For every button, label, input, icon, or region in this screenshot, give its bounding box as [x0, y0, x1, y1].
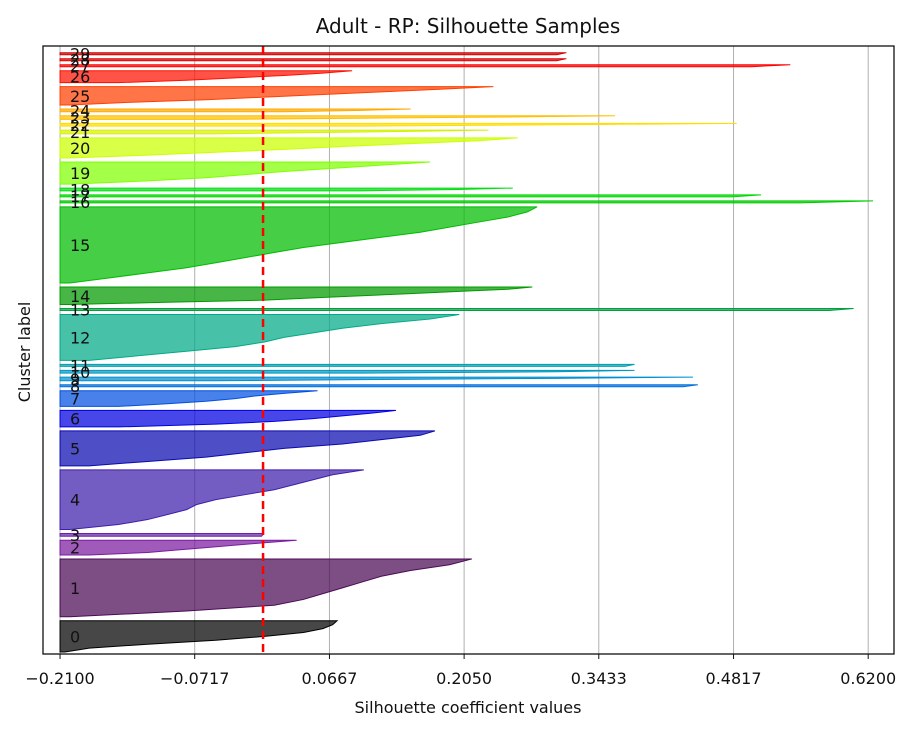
- cluster-silhouette-11: [59, 363, 635, 367]
- cluster-silhouette-26: [59, 70, 353, 84]
- cluster-silhouette-10: [59, 369, 635, 374]
- cluster-label-6: 6: [70, 410, 80, 429]
- cluster-silhouette-16: [59, 200, 874, 204]
- x-tick-label: −0.2100: [25, 669, 94, 688]
- x-tick-label: 0.0667: [301, 669, 357, 688]
- cluster-label-23: 23: [70, 109, 90, 128]
- x-tick-label: −0.0717: [160, 669, 229, 688]
- x-tick-label: 0.6200: [840, 669, 896, 688]
- cluster-silhouette-20: [59, 137, 518, 159]
- cluster-silhouette-21: [59, 129, 489, 135]
- cluster-label-4: 4: [70, 491, 80, 510]
- x-axis-label: Silhouette coefficient values: [355, 698, 582, 717]
- cluster-label-8: 8: [70, 377, 80, 396]
- cluster-label-13: 13: [70, 300, 90, 319]
- cluster-silhouette-24: [59, 108, 411, 113]
- cluster-silhouette-9: [59, 376, 693, 382]
- cluster-label-14: 14: [70, 287, 90, 306]
- cluster-label-12: 12: [70, 328, 90, 347]
- cluster-silhouette-4: [59, 469, 364, 531]
- cluster-label-19: 19: [70, 164, 90, 183]
- plot-frame: [42, 45, 895, 655]
- cluster-silhouette-29: [59, 52, 567, 56]
- cluster-label-29: 29: [70, 45, 90, 64]
- cluster-label-21: 21: [70, 123, 90, 142]
- cluster-label-27: 27: [70, 57, 90, 76]
- cluster-silhouette-5: [59, 430, 436, 467]
- cluster-label-11: 11: [70, 356, 90, 375]
- cluster-silhouette-25: [59, 86, 494, 106]
- cluster-label-18: 18: [70, 180, 90, 199]
- cluster-label-15: 15: [70, 236, 90, 255]
- cluster-silhouette-27: [59, 64, 791, 68]
- cluster-label-16: 16: [70, 193, 90, 212]
- cluster-silhouette-14: [59, 286, 533, 305]
- y-axis-label: Cluster label: [15, 302, 34, 403]
- cluster-label-1: 1: [70, 579, 80, 598]
- cluster-silhouette-8: [59, 384, 698, 388]
- cluster-silhouette-2: [59, 539, 297, 556]
- cluster-silhouette-12: [59, 313, 460, 361]
- cluster-label-10: 10: [70, 363, 90, 382]
- cluster-silhouette-23: [59, 115, 616, 120]
- cluster-label-7: 7: [70, 390, 80, 409]
- cluster-silhouette-17: [59, 194, 762, 198]
- cluster-silhouette-0: [59, 620, 339, 653]
- cluster-label-24: 24: [70, 101, 90, 120]
- x-axis-ticks: −0.2100 −0.0717 0.0667 0.2050 0.3433 0.4817 0.…: [25, 654, 896, 688]
- cluster-label-28: 28: [70, 51, 90, 70]
- x-tick-label: 0.2050: [436, 669, 492, 688]
- cluster-label-0: 0: [70, 627, 80, 646]
- cluster-silhouette-15: [59, 206, 538, 284]
- cluster-label-9: 9: [70, 370, 80, 389]
- cluster-silhouette-18: [59, 187, 513, 192]
- cluster-silhouette-6: [59, 409, 397, 428]
- cluster-label-20: 20: [70, 139, 90, 158]
- cluster-silhouette-28: [59, 58, 567, 62]
- cluster-silhouette-13: [59, 307, 854, 311]
- chart-title: Adult - RP: Silhouette Samples: [316, 14, 621, 38]
- cluster-silhouette-19: [59, 161, 431, 185]
- cluster-silhouette-3: [59, 533, 264, 537]
- cluster-label-25: 25: [70, 87, 90, 106]
- cluster-label-17: 17: [70, 187, 90, 206]
- cluster-silhouette-1: [59, 558, 473, 618]
- cluster-label-3: 3: [70, 526, 80, 545]
- cluster-labels: 0123456789101112131415161718192021222324…: [70, 45, 90, 647]
- cluster-label-5: 5: [70, 439, 80, 458]
- cluster-silhouette-7: [59, 390, 318, 407]
- cluster-silhouette-22: [59, 122, 737, 127]
- cluster-label-2: 2: [70, 539, 80, 558]
- cluster-silhouettes: [59, 52, 874, 653]
- cluster-label-22: 22: [70, 116, 90, 135]
- cluster-label-26: 26: [70, 68, 90, 87]
- x-tick-label: 0.4817: [706, 669, 762, 688]
- x-tick-label: 0.3433: [571, 669, 627, 688]
